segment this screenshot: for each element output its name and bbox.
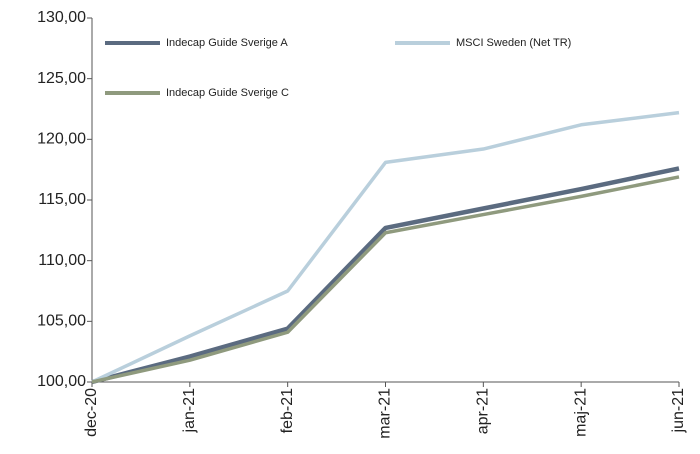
x-tick-label: feb-21: [279, 388, 296, 433]
x-tick-label: maj-21: [572, 388, 589, 437]
y-tick-label: 105,00: [37, 313, 86, 330]
series-line: [91, 166, 680, 385]
y-tick-label: 115,00: [38, 191, 86, 208]
x-tick-label: apr-21: [475, 388, 492, 434]
x-tick-label: dec-20: [83, 388, 100, 437]
x-tick-label: jan-21: [181, 388, 198, 434]
y-tick-label: 130,00: [37, 9, 86, 26]
y-tick-label: 110,00: [38, 252, 86, 269]
legend-label: MSCI Sweden (Net TR): [456, 37, 571, 49]
y-tick-label: 125,00: [37, 70, 86, 87]
y-tick-label: 100,00: [37, 373, 86, 390]
x-tick-label: jun-21: [670, 388, 687, 434]
legend-label: Indecap Guide Sverige C: [166, 87, 289, 99]
series-line: [91, 175, 680, 384]
legend-label: Indecap Guide Sverige A: [166, 37, 288, 49]
x-tick-label: mar-21: [377, 388, 394, 439]
y-tick-label: 120,00: [37, 131, 86, 148]
series-line: [91, 110, 680, 384]
